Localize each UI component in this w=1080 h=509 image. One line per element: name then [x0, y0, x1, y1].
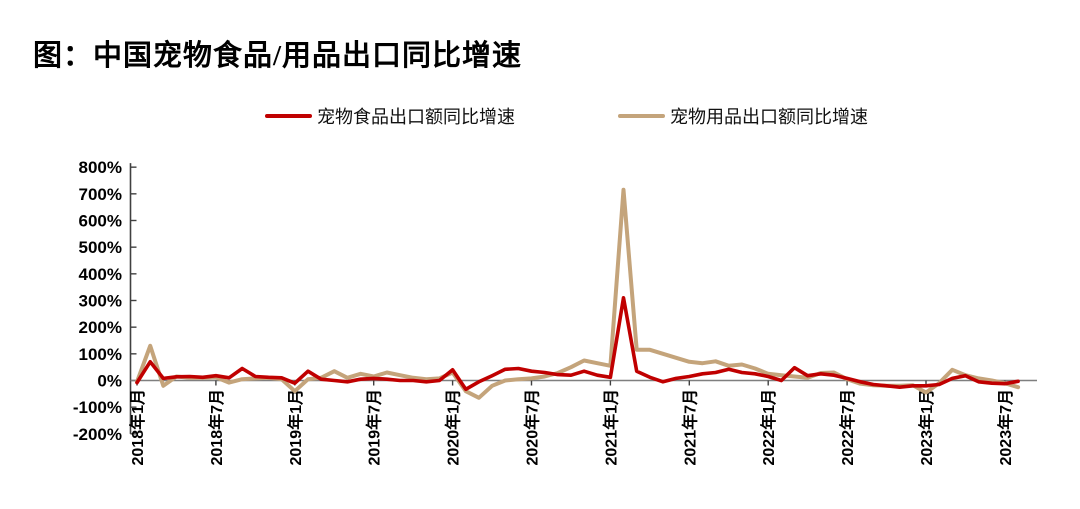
- x-axis-tick-label: 2022年1月: [759, 389, 778, 466]
- x-axis-tick-label: 2021年1月: [601, 389, 620, 466]
- y-axis-tick-label: 800%: [79, 158, 122, 177]
- y-axis-tick-label: 600%: [79, 211, 122, 230]
- x-axis-tick-label: 2018年1月: [128, 389, 147, 466]
- y-axis-tick-label: 500%: [79, 238, 122, 257]
- pet-supplies-legend-label: 宠物用品出口额同比增速: [670, 107, 868, 127]
- y-axis-tick-label: 300%: [79, 291, 122, 310]
- y-axis-tick-label: 700%: [79, 185, 122, 204]
- x-axis-tick-label: 2020年1月: [444, 389, 463, 466]
- x-axis-tick-label: 2018年7月: [207, 389, 226, 466]
- legend-item-pet-supplies: 宠物用品出口额同比增速: [618, 104, 868, 128]
- y-axis-tick-label: -100%: [73, 398, 122, 417]
- chart-legend: 宠物食品出口额同比增速 宠物用品出口额同比增速: [0, 104, 1080, 128]
- y-axis-tick-label: -200%: [73, 425, 122, 444]
- y-axis-tick-label: 200%: [79, 318, 122, 337]
- pet-food-legend-label: 宠物食品出口额同比增速: [317, 107, 515, 127]
- y-axis-tick-label: 100%: [79, 345, 122, 364]
- x-axis-tick-label: 2020年7月: [523, 389, 542, 466]
- x-axis-tick-label: 2021年7月: [680, 389, 699, 466]
- x-axis-tick-label: 2022年7月: [838, 389, 857, 466]
- x-axis-tick-label: 2019年7月: [365, 389, 384, 466]
- pet-supplies-line-swatch: [618, 114, 665, 118]
- x-axis-tick-label: 2023年7月: [996, 389, 1015, 466]
- y-axis-tick-label: 0%: [97, 372, 122, 391]
- legend-item-pet-food: 宠物食品出口额同比增速: [265, 104, 515, 128]
- x-axis-tick-label: 2023年1月: [917, 389, 936, 466]
- x-axis-tick-label: 2019年1月: [286, 389, 305, 466]
- pet-supplies-series-line: [135, 187, 1021, 400]
- pet-food-line-swatch: [265, 114, 312, 118]
- page-title: 图：中国宠物食品/用品出口同比增速: [33, 40, 523, 72]
- pet-food-series-line: [135, 295, 1020, 392]
- y-axis-tick-label: 400%: [79, 265, 122, 284]
